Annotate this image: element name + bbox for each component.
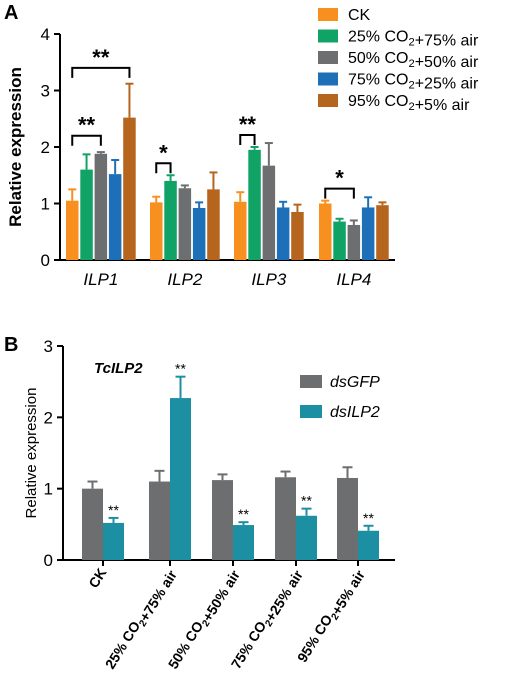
bar — [276, 207, 290, 260]
significance-label: * — [335, 166, 344, 191]
bar — [178, 188, 192, 260]
bar — [333, 221, 346, 260]
bar — [82, 488, 103, 560]
legend-label: 25% CO2+75% air — [348, 29, 479, 50]
bar — [150, 202, 163, 260]
bar — [248, 149, 261, 260]
bar — [212, 480, 233, 560]
bar — [296, 515, 317, 560]
significance-bracket — [71, 66, 131, 78]
y-tick-label: 2 — [44, 408, 53, 427]
chart-panel-b: 0 1 2 3 Relative expression TcILP2 ** ** ** ** ** C… — [23, 337, 395, 672]
bar — [192, 208, 206, 260]
legend-swatch — [318, 29, 338, 43]
bar — [103, 522, 124, 560]
legend-label: CK — [348, 7, 371, 24]
significance-bracket — [239, 134, 256, 145]
bar — [207, 189, 220, 260]
y-axis-title: Relative expression — [6, 67, 25, 227]
bar — [262, 165, 276, 260]
chart-panel-a: 0 1 2 3 4 Relative expression ILP1 ILP2 ILP3 ILP4… — [6, 7, 479, 289]
bar — [275, 477, 296, 560]
legend-swatch — [300, 405, 322, 418]
bar — [234, 201, 247, 260]
category-label: ILP2 — [167, 270, 203, 289]
category-label: 95% CO2+5% air — [294, 565, 368, 667]
category-label: CK — [85, 565, 109, 591]
bar — [361, 207, 375, 260]
panel-a-letter: A — [4, 2, 18, 24]
significance-label: * — [159, 140, 168, 165]
bar — [358, 530, 379, 560]
bar — [123, 117, 136, 261]
legend-label: dsGFP — [330, 374, 380, 391]
category-label: ILP3 — [251, 270, 287, 289]
y-tick-label: 3 — [41, 82, 50, 101]
y-tick-label: 1 — [41, 195, 50, 214]
bar — [291, 211, 304, 260]
bar — [164, 180, 177, 260]
legend-swatch — [318, 51, 338, 64]
y-tick-label: 4 — [41, 25, 50, 44]
y-axis-title: Relative expression — [23, 388, 40, 519]
legend-label: 50% CO2+50% air — [348, 50, 479, 71]
category-label: ILP1 — [83, 270, 118, 289]
significance-bracket — [324, 187, 355, 199]
data-label: ** — [363, 510, 374, 526]
legend-swatch — [318, 94, 338, 107]
data-label: ** — [238, 506, 249, 522]
chart-subtitle: TcILP2 — [94, 360, 143, 377]
bar — [376, 205, 389, 260]
legend-label: 95% CO2+5% air — [348, 93, 470, 114]
legend-swatch — [318, 8, 338, 21]
y-tick-label: 0 — [41, 251, 50, 270]
category-label: ILP4 — [336, 270, 371, 289]
legend-swatch — [318, 72, 338, 86]
bar — [319, 203, 332, 260]
bar — [337, 477, 358, 560]
y-tick-label: 0 — [44, 551, 53, 570]
bar — [66, 200, 79, 260]
panel-b-letter: B — [4, 334, 18, 356]
bar — [347, 224, 361, 260]
bar — [94, 153, 108, 260]
data-label: ** — [108, 502, 119, 518]
significance-label: ** — [239, 112, 257, 137]
data-label: ** — [175, 361, 186, 377]
y-tick-label: 3 — [44, 337, 53, 356]
bar — [108, 174, 122, 260]
bar — [80, 169, 93, 260]
bar — [149, 481, 170, 560]
significance-bracket — [71, 134, 102, 146]
legend-label: 75% CO2+25% air — [348, 72, 479, 93]
y-tick-label: 1 — [44, 480, 53, 499]
bar — [170, 398, 191, 560]
significance-bracket — [155, 162, 172, 174]
bar — [233, 525, 254, 560]
significance-label: ** — [92, 45, 110, 70]
data-label: ** — [301, 493, 312, 509]
y-tick-label: 2 — [41, 138, 50, 157]
legend-label: dsILP2 — [330, 404, 380, 421]
significance-label: ** — [78, 113, 96, 138]
legend-swatch — [300, 375, 322, 388]
